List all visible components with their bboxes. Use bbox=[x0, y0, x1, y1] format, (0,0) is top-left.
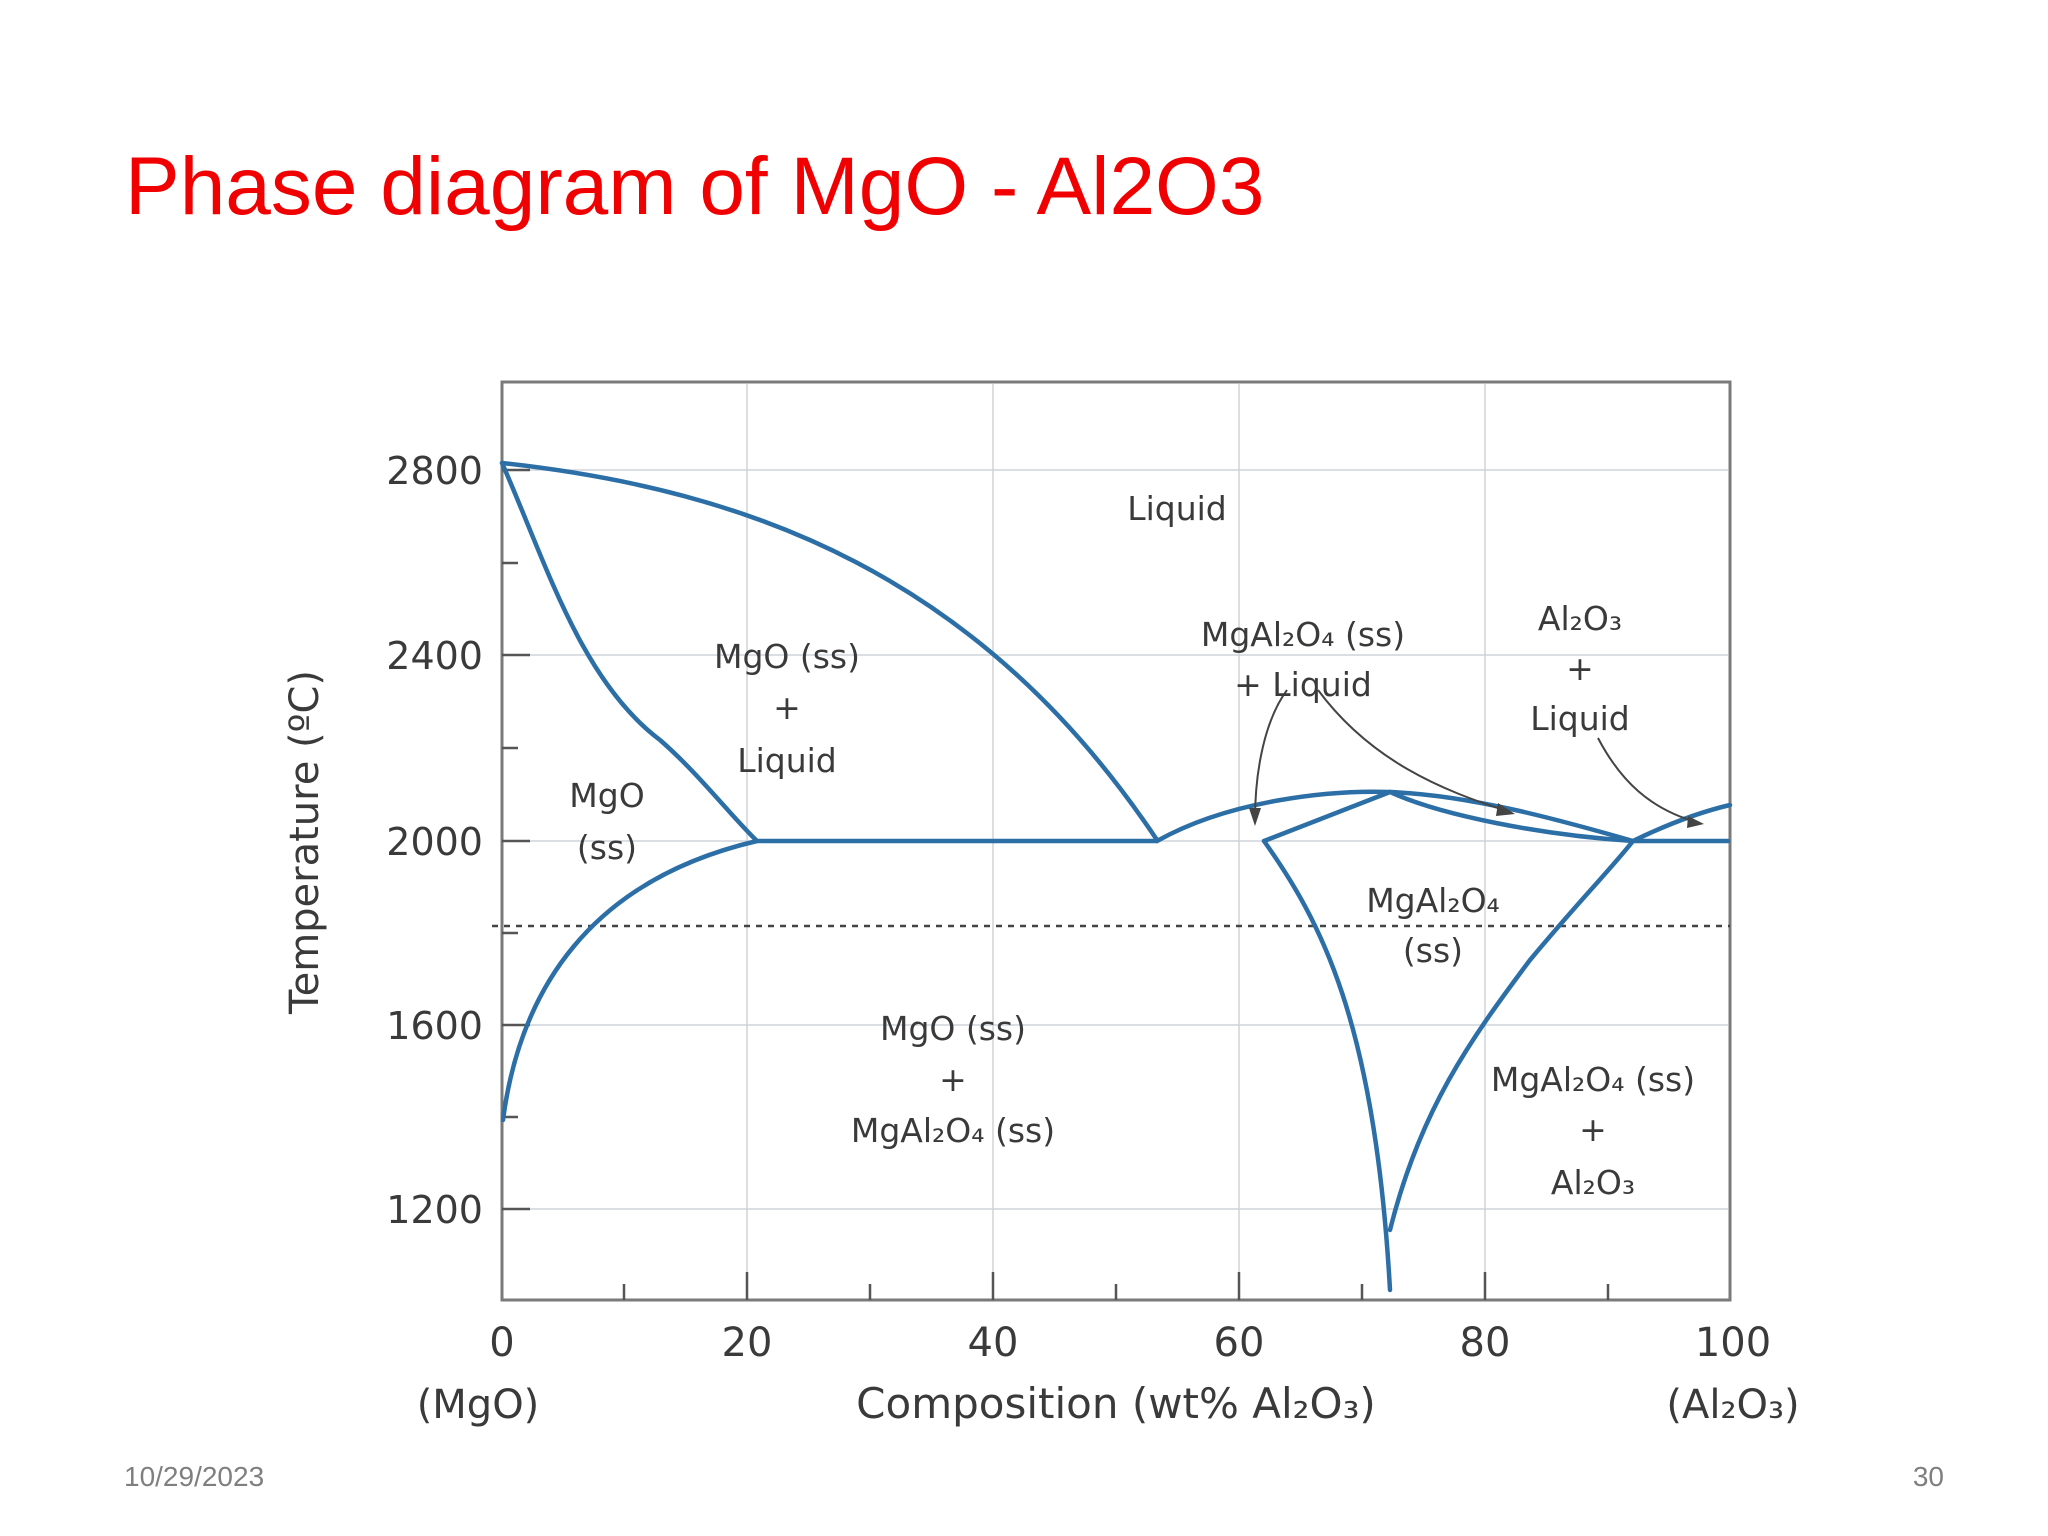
region-label-spinel-ss: MgAl₂O₄ bbox=[1366, 881, 1500, 920]
region-label-mgo-ss-liquid: MgO (ss) bbox=[714, 637, 860, 676]
x-tick-label: 40 bbox=[968, 1320, 1019, 1366]
region-label-mgo-ss: MgO bbox=[569, 776, 644, 815]
arrowhead bbox=[1687, 816, 1704, 828]
spinel-solidus-right bbox=[1387, 789, 1636, 844]
region-label-alumina-liquid: + bbox=[1566, 649, 1594, 688]
region-label-spinel-ss: (ss) bbox=[1403, 931, 1463, 970]
x-tick-label: 100 bbox=[1695, 1320, 1771, 1366]
mgo-liquidus bbox=[499, 460, 1160, 843]
x-tick-label: 0 bbox=[489, 1320, 514, 1366]
x-axis-label: Composition (wt% Al₂O₃) bbox=[856, 1379, 1376, 1428]
region-label-alumina-liquid: Liquid bbox=[1530, 699, 1630, 738]
x-right-end-label: (Al₂O₃) bbox=[1666, 1382, 1799, 1428]
leader-arrow bbox=[1597, 737, 1701, 824]
region-label-alumina-liquid: Al₂O₃ bbox=[1538, 599, 1622, 638]
region-label-mgo-spinel: + bbox=[939, 1060, 967, 1099]
axis-ticks bbox=[502, 468, 1610, 1300]
y-tick-label: 1600 bbox=[386, 1004, 483, 1048]
arrowhead bbox=[1496, 803, 1515, 816]
region-label-spinel-liquid: MgAl₂O₄ (ss) bbox=[1201, 615, 1405, 654]
mgo-solvus bbox=[500, 838, 760, 1123]
x-tick-label: 80 bbox=[1460, 1320, 1511, 1366]
slide-title: Phase diagram of MgO - Al2O3 bbox=[125, 141, 1265, 232]
x-tick-label: 60 bbox=[1214, 1320, 1265, 1366]
page-number: 30 bbox=[1912, 1461, 1944, 1492]
region-label-spinel-alumina: MgAl₂O₄ (ss) bbox=[1491, 1060, 1695, 1099]
y-axis-label: Temperature (ºC) bbox=[282, 670, 328, 1015]
region-label-mgo-ss-liquid: + bbox=[773, 688, 801, 727]
mgo-solidus bbox=[499, 460, 760, 844]
region-label-mgo-spinel: MgAl₂O₄ (ss) bbox=[851, 1111, 1055, 1150]
x-tick-label: 20 bbox=[722, 1320, 773, 1366]
region-label-spinel-alumina: Al₂O₃ bbox=[1551, 1163, 1635, 1202]
spinel-solvus-left bbox=[1261, 838, 1393, 1293]
region-label-mgo-spinel: MgO (ss) bbox=[880, 1009, 1026, 1048]
y-tick-label: 2000 bbox=[386, 820, 483, 864]
region-label-spinel-alumina: + bbox=[1579, 1110, 1607, 1149]
x-left-end-label: (MgO) bbox=[417, 1382, 540, 1428]
y-tick-label: 2400 bbox=[386, 634, 483, 678]
leader-arrow bbox=[1317, 689, 1511, 813]
region-label-liquid: Liquid bbox=[1127, 489, 1227, 528]
spinel-solvus-right bbox=[1387, 838, 1636, 1233]
region-label-mgo-ss-liquid: Liquid bbox=[737, 741, 837, 780]
arrowhead bbox=[1249, 808, 1261, 826]
footer-date: 10/29/2023 bbox=[124, 1461, 265, 1492]
alumina-liquidus bbox=[1630, 802, 1733, 844]
leader-arrow bbox=[1254, 689, 1288, 821]
spinel-solidus-left bbox=[1261, 789, 1393, 844]
y-tick-label: 2800 bbox=[386, 449, 483, 493]
region-label-spinel-liquid: + Liquid bbox=[1234, 665, 1372, 704]
region-label-mgo-ss: (ss) bbox=[577, 828, 637, 867]
y-tick-label: 1200 bbox=[386, 1188, 483, 1232]
